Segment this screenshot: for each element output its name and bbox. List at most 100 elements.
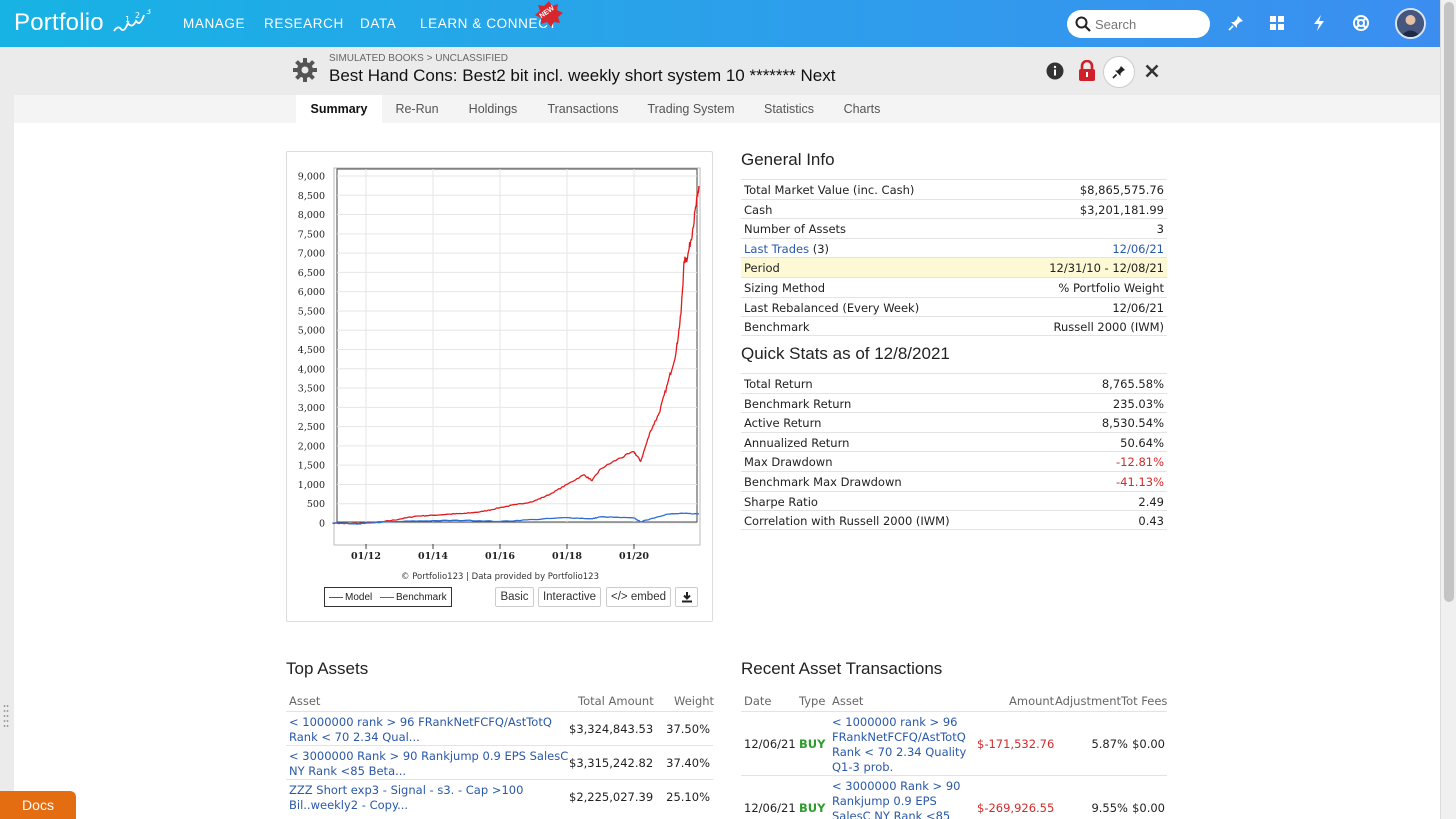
y-tick-label: 6,500 bbox=[298, 268, 325, 279]
x-tick-label: 01/12 bbox=[351, 551, 381, 562]
close-icon[interactable] bbox=[1145, 64, 1159, 78]
stat-label: Total Return bbox=[744, 377, 813, 391]
page-title: Best Hand Cons: Best2 bit incl. weekly s… bbox=[329, 66, 836, 85]
avatar-person-icon bbox=[1397, 10, 1424, 37]
gear-icon[interactable] bbox=[292, 57, 318, 83]
user-avatar[interactable] bbox=[1395, 8, 1426, 39]
stat-label: Active Return bbox=[744, 416, 822, 431]
info-value: % Portfolio Weight bbox=[1058, 280, 1164, 295]
legend-model-swatch bbox=[329, 597, 343, 598]
tab-charts[interactable]: Charts bbox=[843, 102, 881, 116]
nav-research[interactable]: RESEARCH bbox=[264, 16, 344, 31]
side-drag-handle[interactable] bbox=[3, 703, 9, 731]
stat-value: 2.49 bbox=[1138, 494, 1164, 509]
lock-icon[interactable] bbox=[1078, 60, 1096, 82]
page-scrollbar[interactable] bbox=[1440, 0, 1456, 819]
svg-text:3: 3 bbox=[146, 9, 151, 16]
page-header bbox=[0, 47, 1440, 95]
quick-stats-title: Quick Stats as of 12/8/2021 bbox=[741, 344, 950, 363]
txn-header-amount: Amount bbox=[1009, 694, 1055, 708]
tab-trading-system[interactable]: Trading System bbox=[647, 102, 735, 116]
chart-interactive-button[interactable]: Interactive bbox=[538, 587, 601, 607]
search-input[interactable] bbox=[1095, 15, 1203, 33]
download-icon bbox=[681, 592, 692, 603]
logo[interactable]: Portfolio bbox=[14, 9, 104, 36]
stat-value: -12.81% bbox=[1116, 455, 1164, 470]
asset-link[interactable]: ZZZ Short exp3 - Signal - s3. - Cap >100… bbox=[289, 783, 524, 812]
scrollbar-thumb[interactable] bbox=[1444, 2, 1454, 602]
support-lifebuoy-icon[interactable] bbox=[1352, 14, 1370, 32]
top-navbar: Portfolio 1 2 3 MANAGE RESEARCH DATA LEA… bbox=[0, 0, 1440, 47]
last-trades-link[interactable]: Last Trades bbox=[744, 241, 810, 256]
asset-amount: $3,315,242.82 bbox=[569, 756, 654, 770]
asset-link[interactable]: < 1000000 rank > 96 FRankNetFCFQ/AstTotQ… bbox=[289, 715, 552, 744]
chart-basic-button[interactable]: Basic bbox=[495, 587, 534, 607]
nav-learn-connect[interactable]: LEARN & CONNECT bbox=[420, 16, 558, 31]
asset-weight: 25.10% bbox=[666, 790, 710, 804]
docs-button[interactable]: Docs bbox=[0, 791, 76, 819]
chart-download-button[interactable] bbox=[675, 587, 698, 607]
breadcrumb[interactable]: SIMULATED BOOKS > UNCLASSIFIED bbox=[329, 53, 509, 64]
info-value: $3,201,181.99 bbox=[1079, 202, 1164, 217]
y-tick-label: 8,500 bbox=[298, 191, 325, 202]
y-tick-label: 9,000 bbox=[298, 172, 325, 183]
info-row: Cash $3,201,181.99 bbox=[741, 198, 1167, 219]
stat-label: Sharpe Ratio bbox=[744, 494, 818, 509]
stat-value: 8,765.58% bbox=[1101, 377, 1164, 391]
general-info-table: Total Market Value (inc. Cash) $8,865,57… bbox=[741, 179, 1167, 336]
tab-transactions[interactable]: Transactions bbox=[547, 102, 619, 116]
nav-manage[interactable]: MANAGE bbox=[183, 16, 246, 31]
table-row: < 3000000 Rank > 90 Rankjump 0.9 EPS Sal… bbox=[286, 745, 713, 779]
quick-stats-table: Total Return 8,765.58% Benchmark Return … bbox=[741, 373, 1167, 530]
txn-fees: $0.00 bbox=[1132, 737, 1165, 751]
benchmark-series-line bbox=[332, 512, 699, 525]
lightning-icon[interactable] bbox=[1310, 14, 1328, 32]
tab-re-run[interactable]: Re-Run bbox=[395, 102, 439, 116]
info-row: Total Market Value (inc. Cash) $8,865,57… bbox=[741, 179, 1167, 199]
txn-header-date: Date bbox=[744, 694, 772, 708]
stat-value: -41.13% bbox=[1116, 474, 1164, 489]
dashboard-grid-icon[interactable] bbox=[1268, 14, 1286, 32]
txn-asset-link[interactable]: < 1000000 rank > 96 FRankNetFCFQ/AstTotQ… bbox=[832, 715, 967, 774]
chart-embed-button[interactable]: </> embed bbox=[606, 587, 671, 607]
info-icon[interactable] bbox=[1046, 62, 1064, 80]
y-tick-label: 8,000 bbox=[298, 210, 325, 221]
info-row: Last Rebalanced (Every Week) 12/06/21 bbox=[741, 296, 1167, 317]
stat-row: Total Return 8,765.58% bbox=[741, 373, 1167, 393]
tab-summary[interactable]: Summary bbox=[296, 95, 382, 123]
stat-row: Active Return 8,530.54% bbox=[741, 412, 1167, 432]
svg-text:2: 2 bbox=[135, 11, 140, 20]
y-tick-label: 3,500 bbox=[298, 384, 325, 395]
x-tick-label: 01/18 bbox=[552, 551, 582, 562]
y-tick-label: 500 bbox=[307, 499, 325, 510]
asset-amount: $2,225,027.39 bbox=[569, 790, 654, 804]
tabs-bar bbox=[14, 95, 1440, 123]
asset-weight: 37.50% bbox=[666, 722, 710, 736]
table-row: < 1000000 rank > 96 FRankNetFCFQ/AstTotQ… bbox=[286, 711, 713, 745]
asset-link[interactable]: < 3000000 Rank > 90 Rankjump 0.9 EPS Sal… bbox=[289, 749, 569, 778]
performance-chart[interactable]: 9,000 8,500 8,000 7,500 7,000 6,500 6,000 5,500… bbox=[287, 152, 714, 623]
table-row: ZZZ Short exp3 - Signal - s3. - Cap >100… bbox=[286, 779, 713, 813]
plot-frame bbox=[333, 167, 701, 546]
legend-model-label: Model bbox=[345, 592, 373, 603]
info-label: Last Rebalanced (Every Week) bbox=[744, 300, 920, 315]
tab-statistics[interactable]: Statistics bbox=[763, 102, 814, 116]
y-tick-label: 4,500 bbox=[298, 345, 325, 356]
tab-holdings[interactable]: Holdings bbox=[468, 102, 518, 116]
svg-text:1: 1 bbox=[125, 15, 130, 24]
info-label: Benchmark bbox=[744, 320, 810, 335]
chart-legend[interactable]: Model Benchmark bbox=[324, 587, 452, 607]
txn-type: BUY bbox=[799, 737, 826, 751]
info-row: Benchmark Russell 2000 (IWM) bbox=[741, 316, 1167, 336]
info-label: Last Trades (3) bbox=[744, 242, 829, 256]
txn-asset-link[interactable]: < 3000000 Rank > 90 Rankjump 0.9 EPS Sal… bbox=[832, 779, 961, 819]
txn-adjustment: 9.55% bbox=[1091, 801, 1128, 815]
nav-data[interactable]: DATA bbox=[360, 16, 397, 31]
search-box[interactable] bbox=[1067, 10, 1210, 38]
txn-header-type: Type bbox=[799, 694, 826, 708]
pin-icon[interactable] bbox=[1227, 14, 1245, 32]
y-tick-label: 5,000 bbox=[298, 326, 325, 337]
pin-button[interactable] bbox=[1103, 56, 1135, 88]
last-trades-date-link[interactable]: 12/06/21 bbox=[1112, 241, 1164, 256]
info-value: 12/31/10 - 12/08/21 bbox=[1049, 261, 1164, 276]
